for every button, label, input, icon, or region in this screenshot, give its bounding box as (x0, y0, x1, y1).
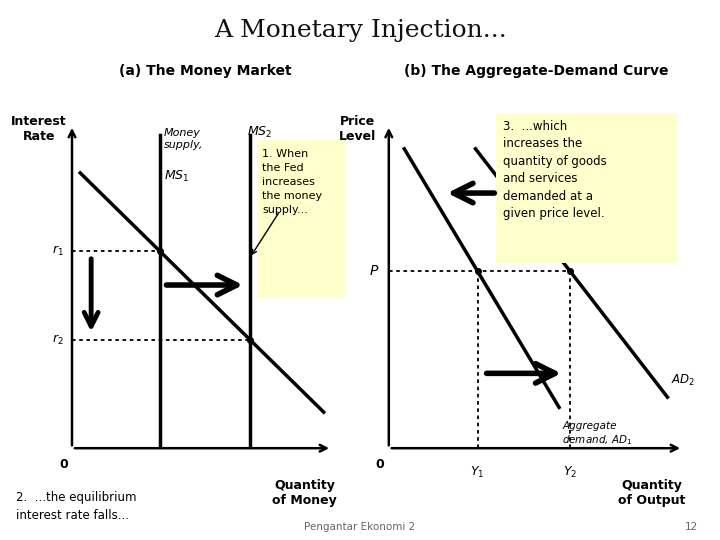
Text: $P$: $P$ (369, 264, 379, 278)
Text: 0: 0 (375, 458, 384, 471)
Text: 12: 12 (685, 522, 698, 532)
Text: 3.  ...which
increases the
quantity of goods
and services
demanded at a
given pr: 3. ...which increases the quantity of go… (503, 120, 607, 220)
Text: $Y_2$: $Y_2$ (563, 465, 577, 480)
Text: $MS_2$: $MS_2$ (247, 125, 272, 140)
Text: 2.  ...the equilibrium
interest rate falls...: 2. ...the equilibrium interest rate fall… (16, 491, 136, 522)
Text: Money
supply,: Money supply, (163, 129, 203, 150)
FancyBboxPatch shape (495, 113, 678, 263)
Text: 1. When
the Fed
increases
the money
supply...: 1. When the Fed increases the money supp… (262, 149, 323, 215)
Text: Quantity
of Output: Quantity of Output (618, 479, 685, 507)
Text: Aggregate
demand, $AD_1$: Aggregate demand, $AD_1$ (562, 421, 632, 447)
Text: Price
Level: Price Level (339, 115, 377, 143)
FancyBboxPatch shape (257, 140, 347, 297)
Text: $MS_1$: $MS_1$ (163, 169, 189, 184)
Text: Pengantar Ekonomi 2: Pengantar Ekonomi 2 (305, 522, 415, 532)
Text: $Y_1$: $Y_1$ (470, 465, 485, 480)
Text: 0: 0 (60, 458, 68, 471)
Text: A Monetary Injection...: A Monetary Injection... (214, 19, 506, 42)
Text: Quantity
of Money: Quantity of Money (272, 479, 337, 507)
Text: (a) The Money Market: (a) The Money Market (119, 64, 292, 78)
Text: $AD_2$: $AD_2$ (670, 373, 695, 388)
Text: (b) The Aggregate-Demand Curve: (b) The Aggregate-Demand Curve (404, 64, 669, 78)
Text: Interest
Rate: Interest Rate (12, 115, 67, 143)
Text: $r_1$: $r_1$ (52, 244, 64, 258)
Text: $r_2$: $r_2$ (52, 333, 64, 347)
